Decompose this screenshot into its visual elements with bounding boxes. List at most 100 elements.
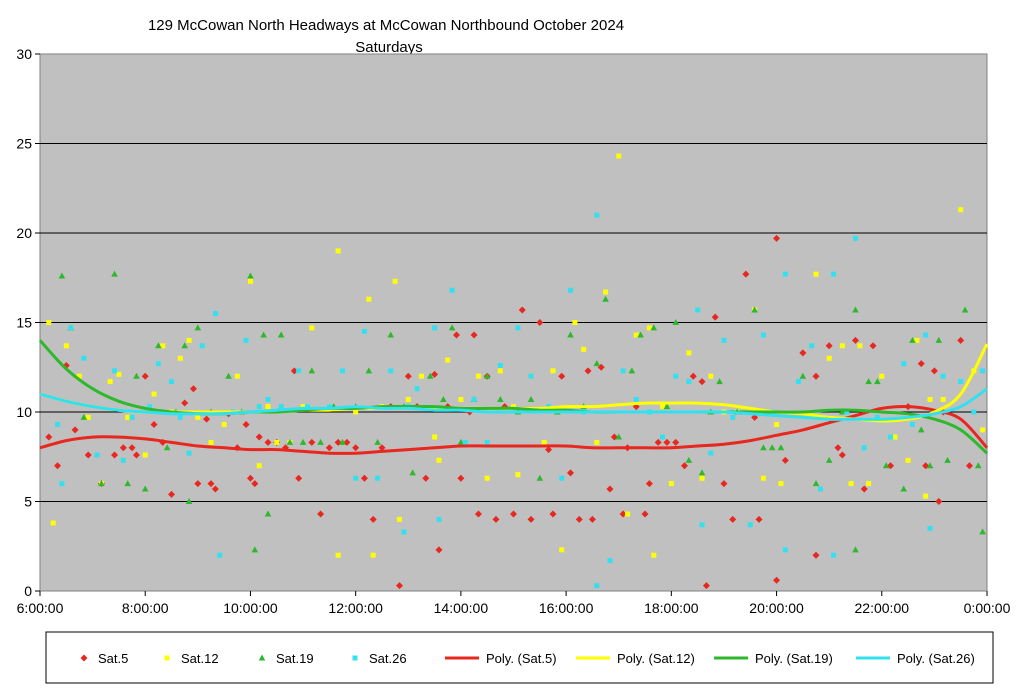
- data-point: [518, 306, 526, 314]
- data-point: [290, 367, 298, 375]
- data-point: [559, 475, 565, 481]
- data-point: [720, 480, 728, 488]
- data-point: [435, 546, 443, 554]
- data-point: [374, 438, 381, 445]
- trendline: [39, 405, 989, 455]
- data-point: [317, 438, 324, 445]
- data-point: [256, 404, 262, 410]
- data-point: [768, 444, 776, 451]
- x-tick-label: 6:00:00: [17, 600, 64, 616]
- legend-items: Sat.5 Sat.12 Sat.19 Sat.26 Poly. (Sat.5) Poly…: [80, 651, 975, 666]
- legend-label: Sat.5: [98, 651, 128, 666]
- data-point: [497, 368, 503, 374]
- data-point: [809, 343, 815, 349]
- data-point: [264, 438, 272, 446]
- data-point: [141, 372, 149, 380]
- data-point: [76, 373, 82, 379]
- data-point: [470, 331, 478, 339]
- y-tick-label: 30: [16, 46, 32, 62]
- data-point: [825, 456, 833, 463]
- data-point: [839, 408, 846, 415]
- data-point: [961, 306, 969, 313]
- data-point: [755, 515, 763, 523]
- y-tick-label: 10: [16, 404, 32, 420]
- data-point: [603, 289, 609, 295]
- data-point: [353, 409, 359, 415]
- data-point: [851, 336, 859, 344]
- data-point: [651, 552, 657, 558]
- legend-item: Poly. (Sat.12): [576, 651, 695, 666]
- data-point: [541, 439, 547, 445]
- legend-marker: [80, 654, 88, 662]
- data-point: [866, 481, 872, 487]
- data-point: [716, 378, 723, 385]
- data-point: [431, 370, 439, 378]
- data-point: [194, 324, 202, 331]
- legend-label: Poly. (Sat.19): [755, 651, 833, 666]
- data-point: [528, 373, 534, 379]
- legend-label: Poly. (Sat.26): [897, 651, 975, 666]
- data-point: [594, 439, 600, 445]
- data-point: [80, 413, 88, 420]
- data-point: [923, 493, 929, 499]
- data-point: [905, 457, 911, 463]
- data-point: [852, 306, 859, 313]
- legend-label: Sat.26: [369, 651, 407, 666]
- y-tick-label: 15: [16, 315, 32, 331]
- data-point: [189, 385, 197, 393]
- data-point: [449, 287, 455, 293]
- legend-item: Poly. (Sat.19): [714, 651, 833, 666]
- data-point: [111, 270, 118, 277]
- data-point: [185, 498, 193, 504]
- data-point: [641, 510, 649, 518]
- data-point: [264, 510, 272, 517]
- data-point: [957, 336, 965, 344]
- data-point: [536, 319, 544, 326]
- data-point: [422, 474, 430, 482]
- data-point: [177, 355, 183, 361]
- data-point: [594, 583, 600, 589]
- data-point: [944, 456, 951, 463]
- data-point: [63, 343, 69, 349]
- data-point: [278, 404, 284, 410]
- data-point: [680, 462, 688, 470]
- legend-item: Poly. (Sat.26): [856, 651, 975, 666]
- data-point: [483, 372, 491, 379]
- data-point: [869, 342, 877, 350]
- data-point: [277, 331, 285, 338]
- data-point: [256, 463, 262, 469]
- data-point: [111, 451, 119, 459]
- data-point: [686, 379, 692, 385]
- x-tick-label: 16:00:00: [539, 600, 594, 616]
- data-point: [831, 271, 837, 277]
- data-point: [566, 469, 574, 477]
- data-point: [436, 457, 442, 463]
- data-point: [686, 350, 692, 356]
- data-point: [361, 328, 367, 334]
- data-point: [760, 475, 766, 481]
- data-point: [243, 337, 249, 343]
- y-axis: 0 5 10 15 20 25 30: [16, 46, 40, 599]
- data-point: [527, 395, 535, 402]
- data-point: [799, 349, 807, 357]
- data-point: [672, 319, 680, 325]
- data-point: [186, 337, 192, 343]
- data-point: [511, 404, 516, 410]
- data-point: [453, 331, 461, 339]
- data-point: [914, 337, 920, 343]
- data-point: [730, 414, 736, 420]
- data-point: [774, 422, 780, 428]
- data-point: [360, 474, 368, 482]
- data-point: [142, 452, 148, 458]
- data-point: [927, 525, 933, 531]
- data-point: [594, 212, 600, 218]
- data-point: [58, 272, 66, 279]
- data-point: [46, 320, 52, 325]
- data-point: [217, 552, 223, 558]
- data-point: [549, 510, 557, 518]
- legend-label: Sat.19: [276, 651, 314, 666]
- data-point: [414, 386, 420, 392]
- data-point: [326, 404, 332, 410]
- data-point: [874, 414, 880, 420]
